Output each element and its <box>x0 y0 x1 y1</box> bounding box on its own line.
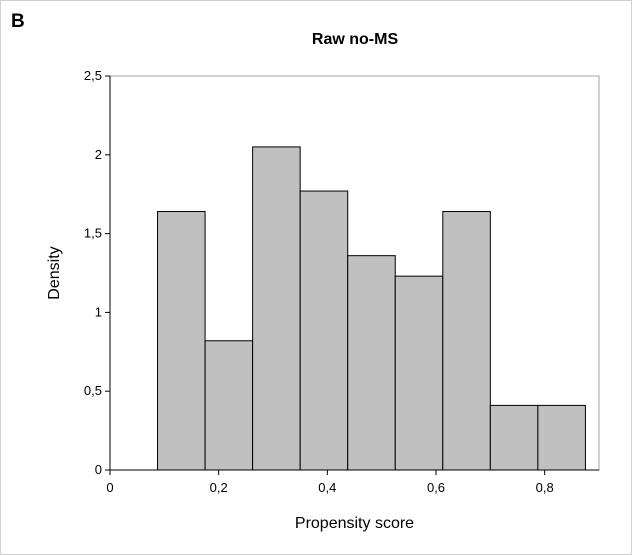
y-tick-label: 2 <box>95 147 102 162</box>
x-tick-label: 0,6 <box>427 480 445 495</box>
y-axis-title: Density <box>46 246 63 299</box>
histogram-bar <box>252 146 301 471</box>
histogram-bar <box>204 340 254 471</box>
panel-label: B <box>11 11 25 32</box>
x-tick-label: 0,4 <box>318 480 336 495</box>
x-axis: 0 0,2 0,4 0,6 0,8 <box>106 469 599 495</box>
x-tick-label: 0,8 <box>536 480 554 495</box>
bars-group <box>110 146 586 471</box>
x-tick-label: 0,2 <box>210 480 228 495</box>
y-tick-label: 2,5 <box>84 68 102 83</box>
y-axis: 0 0,5 1 1,5 2 2,5 <box>84 68 111 477</box>
y-tick-label: 1 <box>95 304 102 319</box>
chart-title: Raw no-MS <box>312 31 399 48</box>
x-tick-label: 0 <box>106 480 113 495</box>
x-axis-title: Propensity score <box>295 515 414 532</box>
y-tick-label: 0 <box>95 462 102 477</box>
histogram-bar <box>347 255 396 471</box>
histogram-bar <box>489 404 539 471</box>
histogram-bar <box>394 275 444 471</box>
histogram-bar <box>537 404 586 471</box>
histogram-bar <box>442 211 491 471</box>
y-tick-label: 1,5 <box>84 226 102 241</box>
histogram-bar <box>299 190 349 471</box>
y-tick-label: 0,5 <box>84 383 102 398</box>
histogram-bar <box>157 211 206 471</box>
